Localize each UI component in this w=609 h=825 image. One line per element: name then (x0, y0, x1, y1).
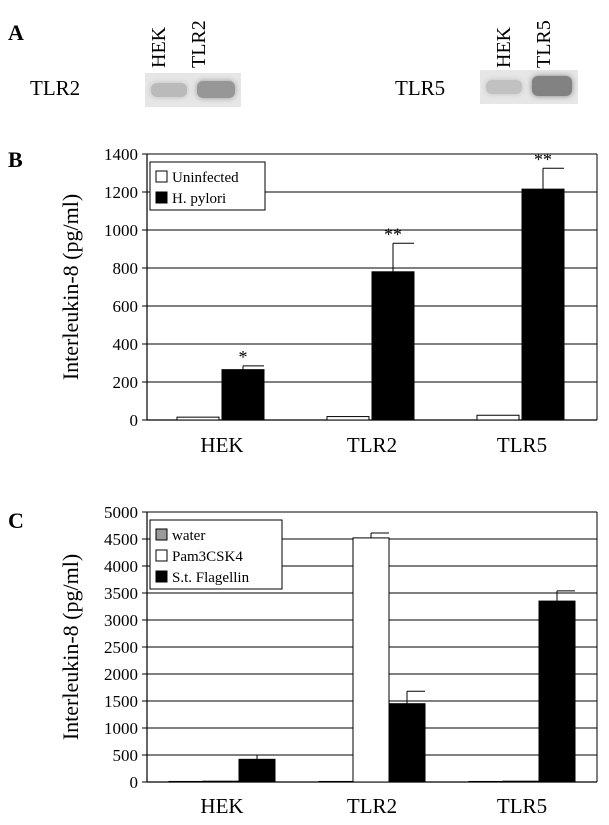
blot-protein-label: TLR2 (30, 76, 81, 100)
legend-label: Pam3CSK4 (172, 549, 243, 565)
bar (371, 271, 415, 421)
y-tick-label: 800 (113, 259, 139, 278)
bar (388, 703, 426, 783)
legend-label: Uninfected (172, 170, 239, 186)
bar (238, 758, 276, 783)
y-tick-label: 2500 (104, 638, 138, 657)
bar (202, 780, 240, 783)
y-tick-label: 3000 (104, 611, 138, 630)
y-tick-label: 500 (113, 746, 139, 765)
significance-marker: * (239, 347, 248, 367)
bar (221, 369, 265, 421)
significance-marker: ** (384, 224, 402, 244)
bar (502, 780, 540, 783)
y-tick-label: 5000 (104, 503, 138, 522)
y-tick-label: 200 (113, 373, 139, 392)
y-tick-label: 0 (130, 773, 139, 792)
blot-protein-label: TLR5 (395, 76, 446, 100)
legend-swatch (155, 191, 168, 204)
panel-label-b: B (8, 147, 23, 172)
y-tick-label: 3500 (104, 584, 138, 603)
x-category-label: HEK (200, 794, 243, 818)
bar (318, 780, 356, 783)
blot-band (151, 83, 187, 97)
bar-chart-b: 0 200 400 600 800 1000 1200 1400 Interleukin-8 (… (58, 145, 598, 457)
y-tick-label: 1000 (104, 719, 138, 738)
blot-band (532, 76, 572, 96)
bar (521, 188, 565, 421)
y-tick-label: 1500 (104, 692, 138, 711)
y-axis-label: Interleukin-8 (pg/ml) (58, 194, 83, 380)
bar (168, 780, 206, 783)
legend-box (149, 519, 283, 590)
bar (468, 780, 506, 783)
y-tick-label: 2000 (104, 665, 138, 684)
x-category-label: HEK (200, 433, 243, 457)
legend-label: water (172, 528, 205, 544)
x-category-label: TLR5 (497, 433, 547, 457)
western-blot-image (480, 70, 578, 104)
y-tick-label: 4500 (104, 530, 138, 549)
y-tick-label: 1000 (104, 221, 138, 240)
x-category-label: TLR5 (497, 794, 547, 818)
bar (352, 537, 390, 783)
legend-label: S.t. Flagellin (172, 570, 250, 586)
y-axis-label: Interleukin-8 (pg/ml) (58, 554, 83, 740)
western-blot-image (145, 73, 241, 107)
legend-swatch (155, 570, 168, 583)
legend-swatch (155, 170, 168, 183)
panel-label-c: C (8, 508, 24, 533)
bar (326, 416, 370, 421)
y-tick-label: 600 (113, 297, 139, 316)
y-tick-label: 1400 (104, 145, 138, 164)
significance-marker: ** (534, 149, 552, 169)
y-tick-label: 4000 (104, 557, 138, 576)
y-tick-label: 0 (130, 411, 139, 430)
bar (176, 416, 220, 421)
legend-box (149, 161, 266, 211)
blot-band (486, 80, 522, 94)
bar (476, 414, 520, 421)
panel-label-a: A (8, 20, 24, 45)
bar (538, 600, 576, 783)
y-tick-label: 1200 (104, 183, 138, 202)
legend-swatch (155, 549, 168, 562)
y-tick-label: 400 (113, 335, 139, 354)
legend-label: H. pylori (172, 191, 226, 207)
x-category-label: TLR2 (347, 794, 397, 818)
bar-chart-c: 0 500 1000 1500 2000 2500 3000 3500 4000 4500 5000… (58, 503, 598, 818)
x-category-label: TLR2 (347, 433, 397, 457)
legend-swatch (155, 528, 168, 541)
blot-band (197, 81, 235, 98)
